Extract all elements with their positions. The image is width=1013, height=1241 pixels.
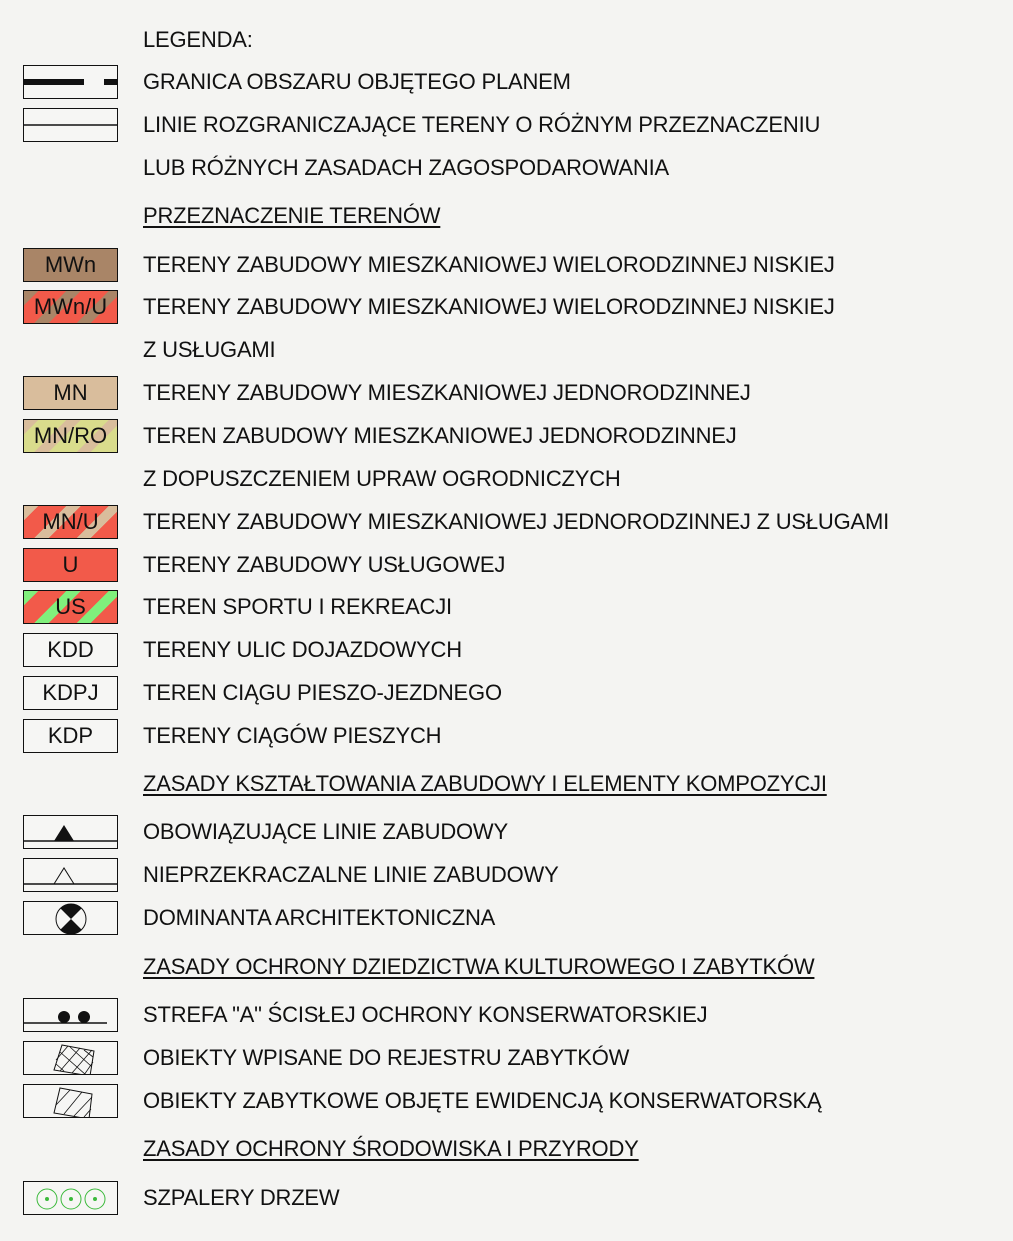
tree-row-icon <box>23 1181 118 1215</box>
legend-label: OBIEKTY ZABYTKOWE OBJĘTE EWIDENCJĄ KONSE… <box>143 1088 822 1113</box>
dominant-circle-icon <box>23 901 118 935</box>
zone-swatch-kdpj: KDPJ <box>23 676 118 710</box>
zone-code: MN/U <box>42 509 99 534</box>
zone-swatch-mwn-u: MWn/U <box>23 290 118 324</box>
legend-label: TEREN ZABUDOWY MIESZKANIOWEJ JEDNORODZIN… <box>143 423 737 448</box>
zone-code: KDD <box>47 637 94 662</box>
zone-code: KDP <box>47 723 94 748</box>
demarcation-line-icon <box>23 108 118 142</box>
zone-swatch-kdp: KDP <box>23 719 118 753</box>
legend-label: TERENY ZABUDOWY MIESZKANIOWEJ WIELORODZI… <box>143 294 835 319</box>
legend-label: DOMINANTA ARCHITEKTONICZNA <box>143 905 496 930</box>
legend-label: STREFA "A" ŚCISŁEJ OCHRONY KONSERWATORSK… <box>143 1002 708 1027</box>
legend-label: TERENY ZABUDOWY MIESZKANIOWEJ JEDNORODZI… <box>143 380 751 405</box>
legend-label: LINIE ROZGRANICZAJĄCE TERENY O RÓŻNYM PR… <box>143 112 821 137</box>
legend-label: TERENY ZABUDOWY MIESZKANIOWEJ JEDNORODZI… <box>143 509 890 534</box>
boundary-line-icon <box>23 65 118 99</box>
zone-code: KDPJ <box>42 680 99 705</box>
legend-label: GRANICA OBSZARU OBJĘTEGO PLANEM <box>143 69 571 94</box>
zone-swatch-kdd: KDD <box>23 633 118 667</box>
zone-swatch-mn: MN <box>23 376 118 410</box>
zone-code: MN/RO <box>33 423 108 448</box>
zone-code: U <box>62 552 79 577</box>
dots-line-icon <box>23 998 118 1032</box>
legend-label: TERENY ZABUDOWY USŁUGOWEJ <box>143 552 506 577</box>
zone-code: MWn/U <box>33 294 108 319</box>
hatched-square-icon <box>23 1084 118 1118</box>
legend-title: LEGENDA: <box>143 27 253 52</box>
legend-label: OBOWIĄZUJĄCE LINIE ZABUDOWY <box>143 819 508 844</box>
section-heading: ZASADY KSZTAŁTOWANIA ZABUDOWY I ELEMENTY… <box>143 771 827 796</box>
legend-label-continuation: Z USŁUGAMI <box>143 337 276 362</box>
zone-swatch-mn-ro: MN/RO <box>23 419 118 453</box>
legend-label: TEREN CIĄGU PIESZO-JEZDNEGO <box>143 680 502 705</box>
filled-triangle-line-icon <box>23 815 118 849</box>
zone-code: US <box>55 594 86 619</box>
legend-label: OBIEKTY WPISANE DO REJESTRU ZABYTKÓW <box>143 1045 630 1070</box>
zone-swatch-mwn: MWn <box>23 248 118 282</box>
zone-swatch-mn-u: MN/U <box>23 505 118 539</box>
legend-label: TERENY ULIC DOJAZDOWYCH <box>143 637 462 662</box>
section-heading: PRZEZNACZENIE TERENÓW <box>143 203 441 228</box>
zone-swatch-us: US <box>23 590 118 624</box>
legend-label: TERENY ZABUDOWY MIESZKANIOWEJ WIELORODZI… <box>143 252 835 277</box>
legend-label: NIEPRZEKRACZALNE LINIE ZABUDOWY <box>143 862 559 887</box>
legend-label-continuation: Z DOPUSZCZENIEM UPRAW OGRODNICZYCH <box>143 466 621 491</box>
section-heading: ZASADY OCHRONY DZIEDZICTWA KULTUROWEGO I… <box>143 954 815 979</box>
cross-hatched-square-icon <box>23 1041 118 1075</box>
zone-code: MN <box>53 380 88 405</box>
zone-swatch-u: U <box>23 548 118 582</box>
legend-label: TERENY CIĄGÓW PIESZYCH <box>143 723 442 748</box>
legend-label: SZPALERY DRZEW <box>143 1185 340 1210</box>
zone-code: MWn <box>44 252 97 277</box>
open-triangle-line-icon <box>23 858 118 892</box>
legend-label: TEREN SPORTU I REKREACJI <box>143 594 452 619</box>
section-heading: ZASADY OCHRONY ŚRODOWISKA I PRZYRODY <box>143 1136 639 1161</box>
legend-label-continuation: LUB RÓŻNYCH ZASADACH ZAGOSPODAROWANIA <box>143 155 669 180</box>
